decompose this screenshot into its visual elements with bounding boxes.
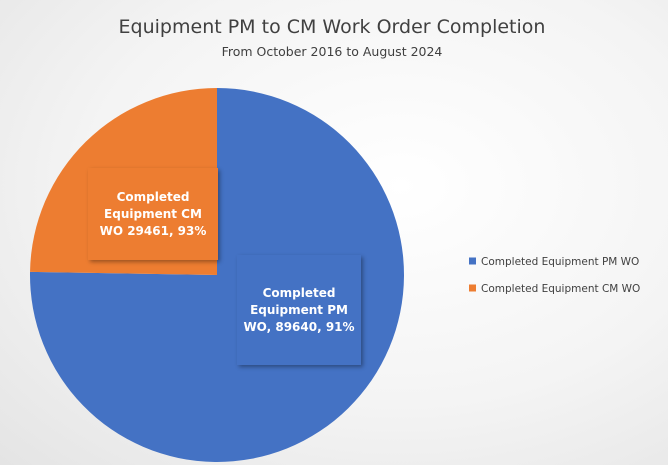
chart-subtitle: From October 2016 to August 2024: [222, 44, 443, 59]
legend-swatch: [469, 257, 476, 265]
data-label: Completed Equipment CM WO 29461, 93%: [88, 168, 218, 260]
legend-label: Completed Equipment PM WO: [481, 256, 639, 268]
data-label: Completed Equipment PM WO, 89640, 91%: [237, 255, 361, 365]
pie-slice: [30, 88, 405, 463]
legend-swatch: [469, 284, 476, 292]
chart-title: Equipment PM to CM Work Order Completion: [119, 16, 546, 38]
legend-label: Completed Equipment CM WO: [481, 283, 640, 295]
